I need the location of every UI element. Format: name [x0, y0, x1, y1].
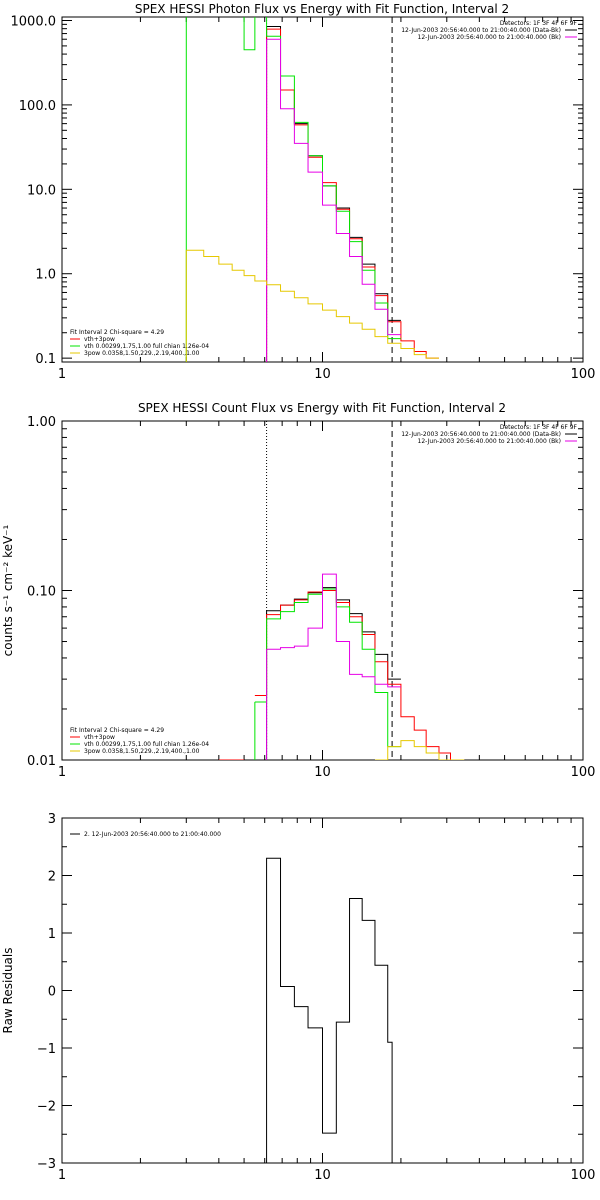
x-tick-label: 10	[314, 765, 331, 780]
y-tick-label: 1000.0	[11, 14, 57, 29]
y-tick-label: 1.0	[35, 268, 56, 283]
series-magenta-line	[266, 38, 401, 336]
legend-entry: 3pow 0.0358,1.50,229.,2.19,400.,1.00	[84, 748, 200, 755]
legend-entry: vth 0.00299,1.75,1.00 full chian 1.26e-0…	[84, 741, 209, 748]
x-tick-label: 100	[571, 367, 596, 382]
legend-entry: vth+3pow	[84, 336, 115, 343]
y-tick-label: −3	[37, 1157, 56, 1172]
plot-area	[266, 857, 393, 1163]
y-tick-label: 0.01	[27, 754, 56, 769]
detectors-entry: 12-Jun-2003 20:56:40.000 to 21:00:40.000…	[418, 438, 561, 445]
panel-1: SPEX HESSI Photon Flux vs Energy with Fi…	[11, 2, 596, 382]
residual-line	[266, 857, 393, 1163]
chart-title: SPEX HESSI Count Flux vs Energy with Fit…	[138, 401, 506, 415]
y-tick-label: −1	[37, 1042, 56, 1057]
y-axis-label: counts s⁻¹ cm⁻² keV⁻¹	[1, 524, 15, 656]
series-yellow-line	[186, 249, 439, 359]
panel-2: SPEX HESSI Count Flux vs Energy with Fit…	[1, 401, 595, 780]
legend-entry: vth 0.00299,1.75,1.00 full chian 1.26e-0…	[84, 343, 209, 350]
y-tick-label: 100.0	[19, 99, 56, 114]
series-red-line	[218, 590, 465, 760]
chart-title: SPEX HESSI Photon Flux vs Energy with Fi…	[135, 2, 509, 16]
series-red-line	[266, 28, 439, 359]
x-tick-label: 100	[571, 765, 596, 780]
y-tick-label: 0.1	[35, 352, 56, 367]
panel-3: 1 10 100 −3 −2 −1 0 1 2 3 Raw Residuals 2. 12-Jun-2…	[1, 812, 595, 1183]
series-black-line	[266, 587, 401, 680]
x-tick-label: 10	[314, 367, 331, 382]
y-tick-label: 2	[48, 870, 56, 885]
x-tick-label: 100	[571, 1168, 596, 1183]
y-tick-label: 3	[48, 812, 56, 827]
legend-entry: 3pow 0.0358,1.50,229.,2.19,400.,1.00	[84, 350, 200, 357]
x-tick-label: 10	[314, 1168, 331, 1183]
legend-header: Fit Interval 2 Chi-square = 4.29	[70, 727, 164, 734]
series-yellow-line	[374, 740, 465, 760]
y-tick-label: 0.10	[27, 585, 56, 600]
x-tick-label: 1	[58, 1168, 66, 1183]
y-tick-label: 0	[48, 985, 56, 1000]
y-tick-label: 1.00	[27, 415, 56, 430]
plot-area	[185, 17, 439, 362]
y-axis-label: Raw Residuals	[1, 948, 15, 1034]
detectors-entry: 12-Jun-2003 20:56:40.000 to 21:00:40.000…	[401, 431, 561, 438]
y-tick-label: 10.0	[27, 183, 56, 198]
detectors-label: Detectors: 1F 3F 4F 6F 9F	[500, 424, 578, 431]
series-magenta-line	[266, 573, 401, 688]
y-tick-label: 1	[48, 927, 56, 942]
plot-area	[218, 421, 465, 760]
detectors-entry: 12-Jun-2003 20:56:40.000 to 21:00:40.000…	[418, 34, 561, 41]
detectors-label: Detectors: 1F 3F 4F 6F 9F	[500, 20, 578, 27]
series-green-line	[243, 17, 401, 340]
legend-entry: 2. 12-Jun-2003 20:56:40.000 to 21:00:40.…	[84, 831, 221, 838]
series-black-line	[266, 25, 401, 321]
x-tick-label: 1	[58, 367, 66, 382]
y-tick-label: −2	[37, 1100, 56, 1115]
legend-entry: vth+3pow	[84, 734, 115, 741]
series-green-line	[254, 588, 401, 748]
detectors-entry: 12-Jun-2003 20:56:40.000 to 21:00:40.000…	[401, 27, 561, 34]
legend-header: Fit Interval 2 Chi-square = 4.29	[70, 329, 164, 336]
x-tick-label: 1	[58, 765, 66, 780]
